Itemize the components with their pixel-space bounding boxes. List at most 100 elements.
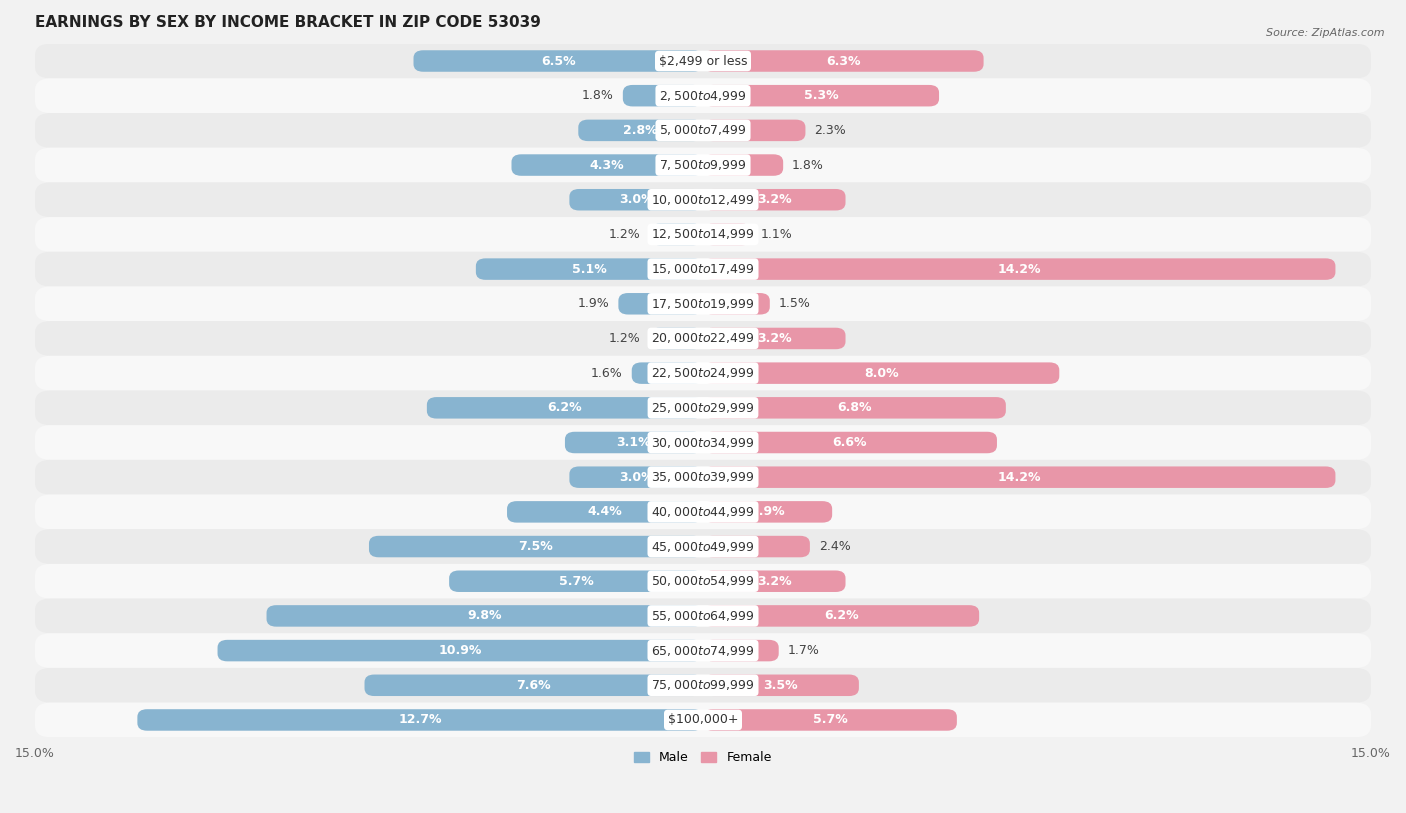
Text: $7,500 to $9,999: $7,500 to $9,999: [659, 158, 747, 172]
Text: 2.9%: 2.9%: [751, 506, 785, 519]
Text: 3.1%: 3.1%: [617, 436, 651, 449]
Text: 3.2%: 3.2%: [756, 332, 792, 345]
FancyBboxPatch shape: [35, 113, 1371, 148]
FancyBboxPatch shape: [35, 633, 1371, 668]
Text: 12.7%: 12.7%: [398, 714, 441, 727]
Text: $17,500 to $19,999: $17,500 to $19,999: [651, 297, 755, 311]
FancyBboxPatch shape: [427, 397, 703, 419]
Text: $75,000 to $99,999: $75,000 to $99,999: [651, 678, 755, 693]
Text: 1.7%: 1.7%: [787, 644, 820, 657]
FancyBboxPatch shape: [218, 640, 703, 661]
Text: 6.3%: 6.3%: [827, 54, 860, 67]
FancyBboxPatch shape: [35, 356, 1371, 390]
FancyBboxPatch shape: [35, 78, 1371, 113]
Text: $2,500 to $4,999: $2,500 to $4,999: [659, 89, 747, 102]
FancyBboxPatch shape: [508, 501, 703, 523]
FancyBboxPatch shape: [512, 154, 703, 176]
Text: $30,000 to $34,999: $30,000 to $34,999: [651, 436, 755, 450]
Text: $5,000 to $7,499: $5,000 to $7,499: [659, 124, 747, 137]
Text: 4.3%: 4.3%: [591, 159, 624, 172]
Text: 5.3%: 5.3%: [804, 89, 838, 102]
Text: 1.1%: 1.1%: [761, 228, 793, 241]
FancyBboxPatch shape: [703, 189, 845, 211]
FancyBboxPatch shape: [703, 154, 783, 176]
FancyBboxPatch shape: [619, 293, 703, 315]
FancyBboxPatch shape: [569, 189, 703, 211]
Text: 1.5%: 1.5%: [779, 298, 811, 311]
Text: $100,000+: $100,000+: [668, 714, 738, 727]
Text: 2.3%: 2.3%: [814, 124, 846, 137]
Text: 3.2%: 3.2%: [756, 193, 792, 207]
FancyBboxPatch shape: [703, 640, 779, 661]
FancyBboxPatch shape: [703, 571, 845, 592]
Text: 5.7%: 5.7%: [558, 575, 593, 588]
FancyBboxPatch shape: [703, 501, 832, 523]
Text: $55,000 to $64,999: $55,000 to $64,999: [651, 609, 755, 623]
FancyBboxPatch shape: [35, 390, 1371, 425]
FancyBboxPatch shape: [35, 286, 1371, 321]
FancyBboxPatch shape: [631, 363, 703, 384]
FancyBboxPatch shape: [364, 675, 703, 696]
Text: 3.2%: 3.2%: [756, 575, 792, 588]
Text: $12,500 to $14,999: $12,500 to $14,999: [651, 228, 755, 241]
FancyBboxPatch shape: [35, 494, 1371, 529]
FancyBboxPatch shape: [650, 224, 703, 246]
FancyBboxPatch shape: [35, 668, 1371, 702]
FancyBboxPatch shape: [703, 293, 770, 315]
Text: $20,000 to $22,499: $20,000 to $22,499: [651, 332, 755, 346]
Text: $22,500 to $24,999: $22,500 to $24,999: [651, 366, 755, 380]
FancyBboxPatch shape: [35, 425, 1371, 460]
Text: 7.6%: 7.6%: [516, 679, 551, 692]
FancyBboxPatch shape: [35, 321, 1371, 356]
Text: 1.2%: 1.2%: [609, 332, 641, 345]
FancyBboxPatch shape: [703, 675, 859, 696]
Text: 3.5%: 3.5%: [763, 679, 799, 692]
Text: 1.6%: 1.6%: [591, 367, 623, 380]
Text: EARNINGS BY SEX BY INCOME BRACKET IN ZIP CODE 53039: EARNINGS BY SEX BY INCOME BRACKET IN ZIP…: [35, 15, 541, 30]
FancyBboxPatch shape: [703, 328, 845, 350]
Text: 3.0%: 3.0%: [619, 193, 654, 207]
FancyBboxPatch shape: [449, 571, 703, 592]
FancyBboxPatch shape: [35, 564, 1371, 598]
Text: $40,000 to $44,999: $40,000 to $44,999: [651, 505, 755, 519]
Text: $45,000 to $49,999: $45,000 to $49,999: [651, 540, 755, 554]
FancyBboxPatch shape: [565, 432, 703, 454]
FancyBboxPatch shape: [35, 148, 1371, 182]
FancyBboxPatch shape: [703, 259, 1336, 280]
FancyBboxPatch shape: [703, 363, 1059, 384]
Text: $15,000 to $17,499: $15,000 to $17,499: [651, 262, 755, 276]
FancyBboxPatch shape: [267, 605, 703, 627]
Text: 6.2%: 6.2%: [547, 402, 582, 415]
FancyBboxPatch shape: [475, 259, 703, 280]
FancyBboxPatch shape: [703, 120, 806, 141]
Text: Source: ZipAtlas.com: Source: ZipAtlas.com: [1267, 28, 1385, 38]
Text: 6.8%: 6.8%: [837, 402, 872, 415]
FancyBboxPatch shape: [35, 252, 1371, 286]
Text: 7.5%: 7.5%: [519, 540, 554, 553]
FancyBboxPatch shape: [35, 598, 1371, 633]
Text: 2.4%: 2.4%: [818, 540, 851, 553]
FancyBboxPatch shape: [35, 217, 1371, 252]
FancyBboxPatch shape: [703, 709, 957, 731]
FancyBboxPatch shape: [413, 50, 703, 72]
Text: 14.2%: 14.2%: [997, 471, 1040, 484]
Text: $25,000 to $29,999: $25,000 to $29,999: [651, 401, 755, 415]
Text: $35,000 to $39,999: $35,000 to $39,999: [651, 470, 755, 485]
FancyBboxPatch shape: [703, 605, 979, 627]
FancyBboxPatch shape: [703, 536, 810, 557]
Text: 1.8%: 1.8%: [792, 159, 824, 172]
FancyBboxPatch shape: [35, 44, 1371, 78]
Text: 6.6%: 6.6%: [832, 436, 868, 449]
Text: $65,000 to $74,999: $65,000 to $74,999: [651, 644, 755, 658]
Text: 5.1%: 5.1%: [572, 263, 607, 276]
FancyBboxPatch shape: [368, 536, 703, 557]
FancyBboxPatch shape: [650, 328, 703, 350]
Text: $10,000 to $12,499: $10,000 to $12,499: [651, 193, 755, 207]
Text: 5.7%: 5.7%: [813, 714, 848, 727]
FancyBboxPatch shape: [35, 702, 1371, 737]
Text: 6.5%: 6.5%: [541, 54, 575, 67]
FancyBboxPatch shape: [623, 85, 703, 107]
Text: 1.2%: 1.2%: [609, 228, 641, 241]
FancyBboxPatch shape: [703, 432, 997, 454]
FancyBboxPatch shape: [703, 50, 984, 72]
